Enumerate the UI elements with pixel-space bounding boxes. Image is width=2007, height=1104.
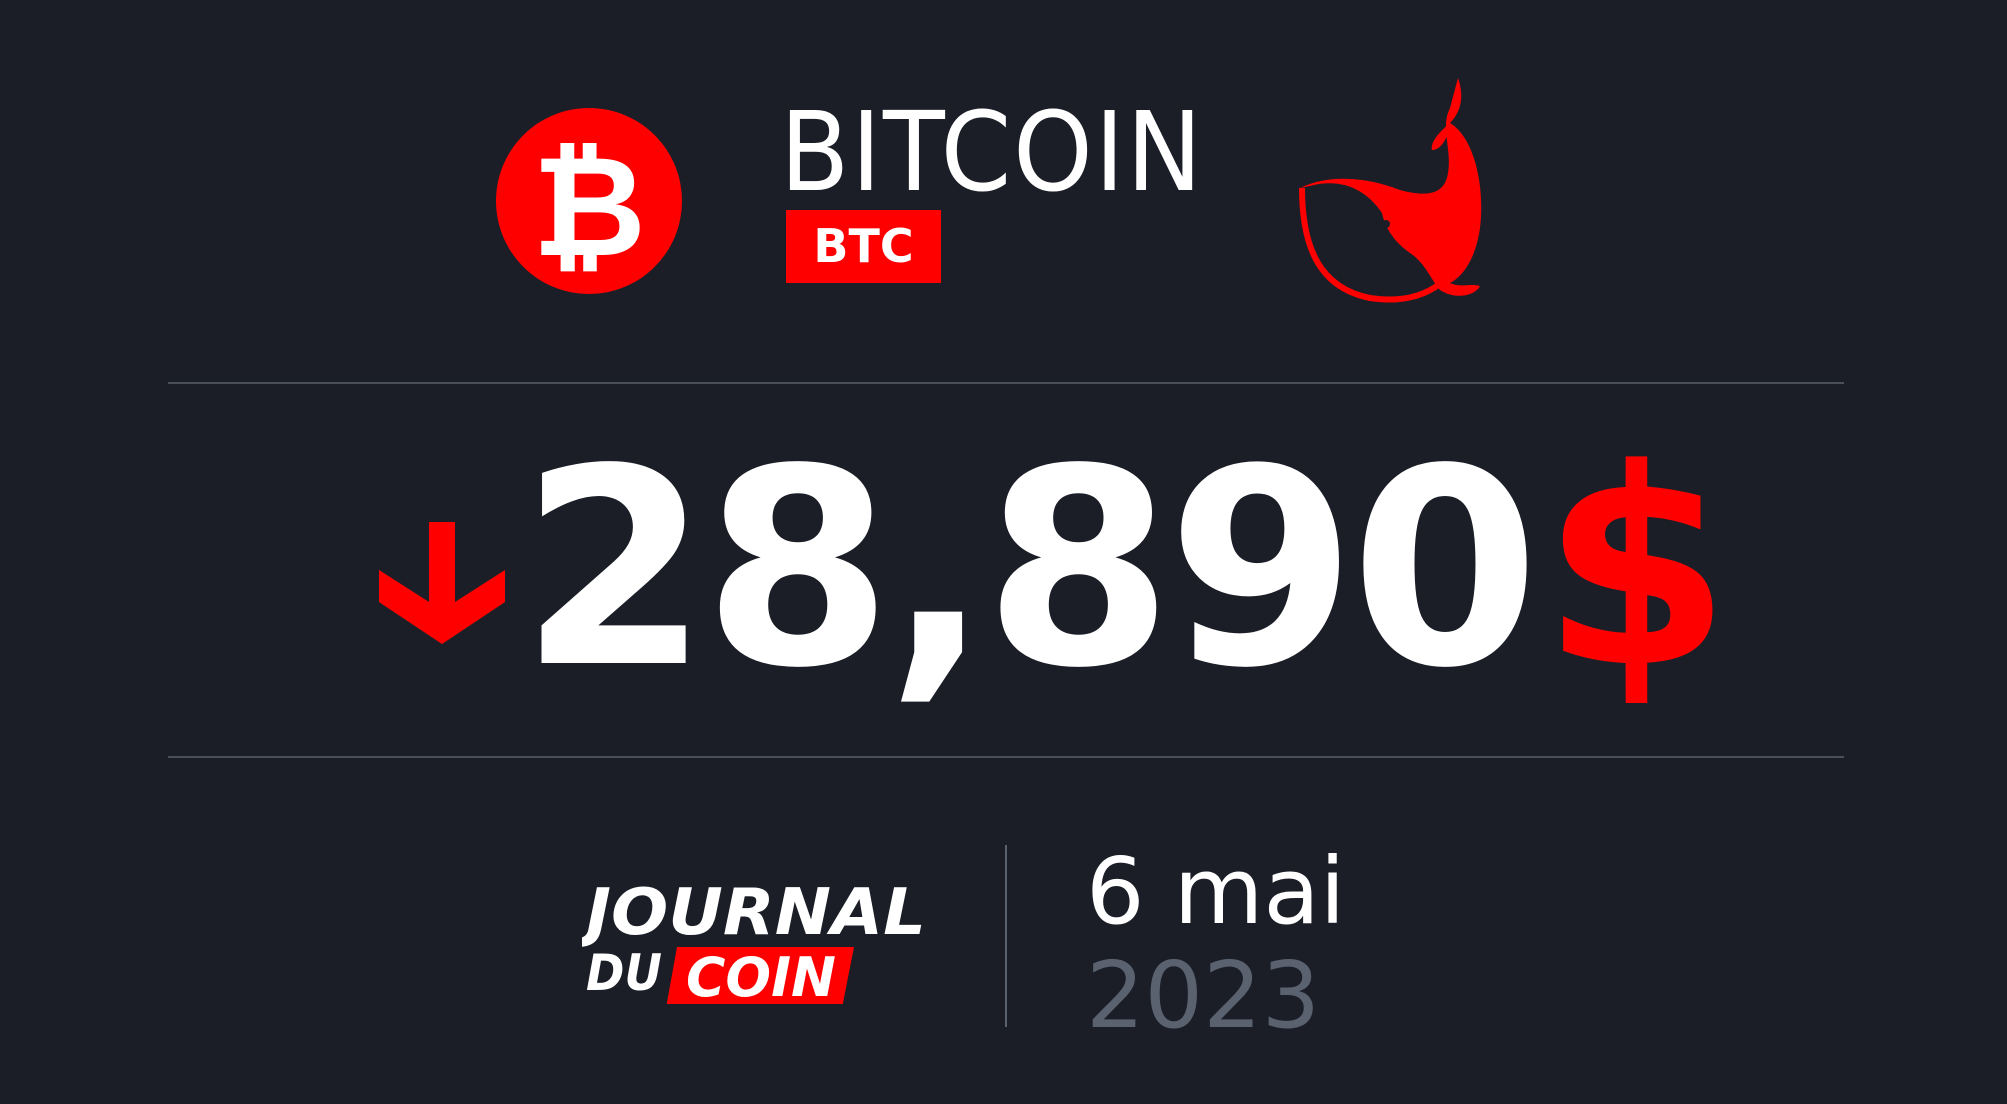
vertical-divider — [1005, 845, 1007, 1027]
whale-icon — [1299, 78, 1482, 303]
bitcoin-symbol: ₿ — [531, 126, 647, 289]
logo-coin-box — [666, 947, 854, 1004]
logo-du: DU — [586, 944, 662, 1002]
price-value: 28,890 — [520, 412, 1540, 728]
coin-name: BITCOIN — [780, 88, 1204, 216]
bitcoin-icon: ₿ — [496, 108, 682, 294]
arrow-down-icon — [379, 522, 505, 644]
journal-du-coin-logo: JOURNAL DU COIN — [582, 876, 926, 1004]
logo-journal: JOURNAL — [582, 876, 926, 950]
divider-bottom — [168, 756, 1844, 758]
divider-top — [168, 382, 1844, 384]
date-year: 2023 — [1086, 942, 1321, 1049]
logo-coin: COIN — [686, 946, 836, 1004]
price-display: 28,890$ — [520, 420, 1731, 720]
date-day-month: 6 mai — [1086, 838, 1346, 945]
ticker-badge: BTC — [786, 210, 941, 283]
currency-symbol: $ — [1541, 412, 1731, 728]
